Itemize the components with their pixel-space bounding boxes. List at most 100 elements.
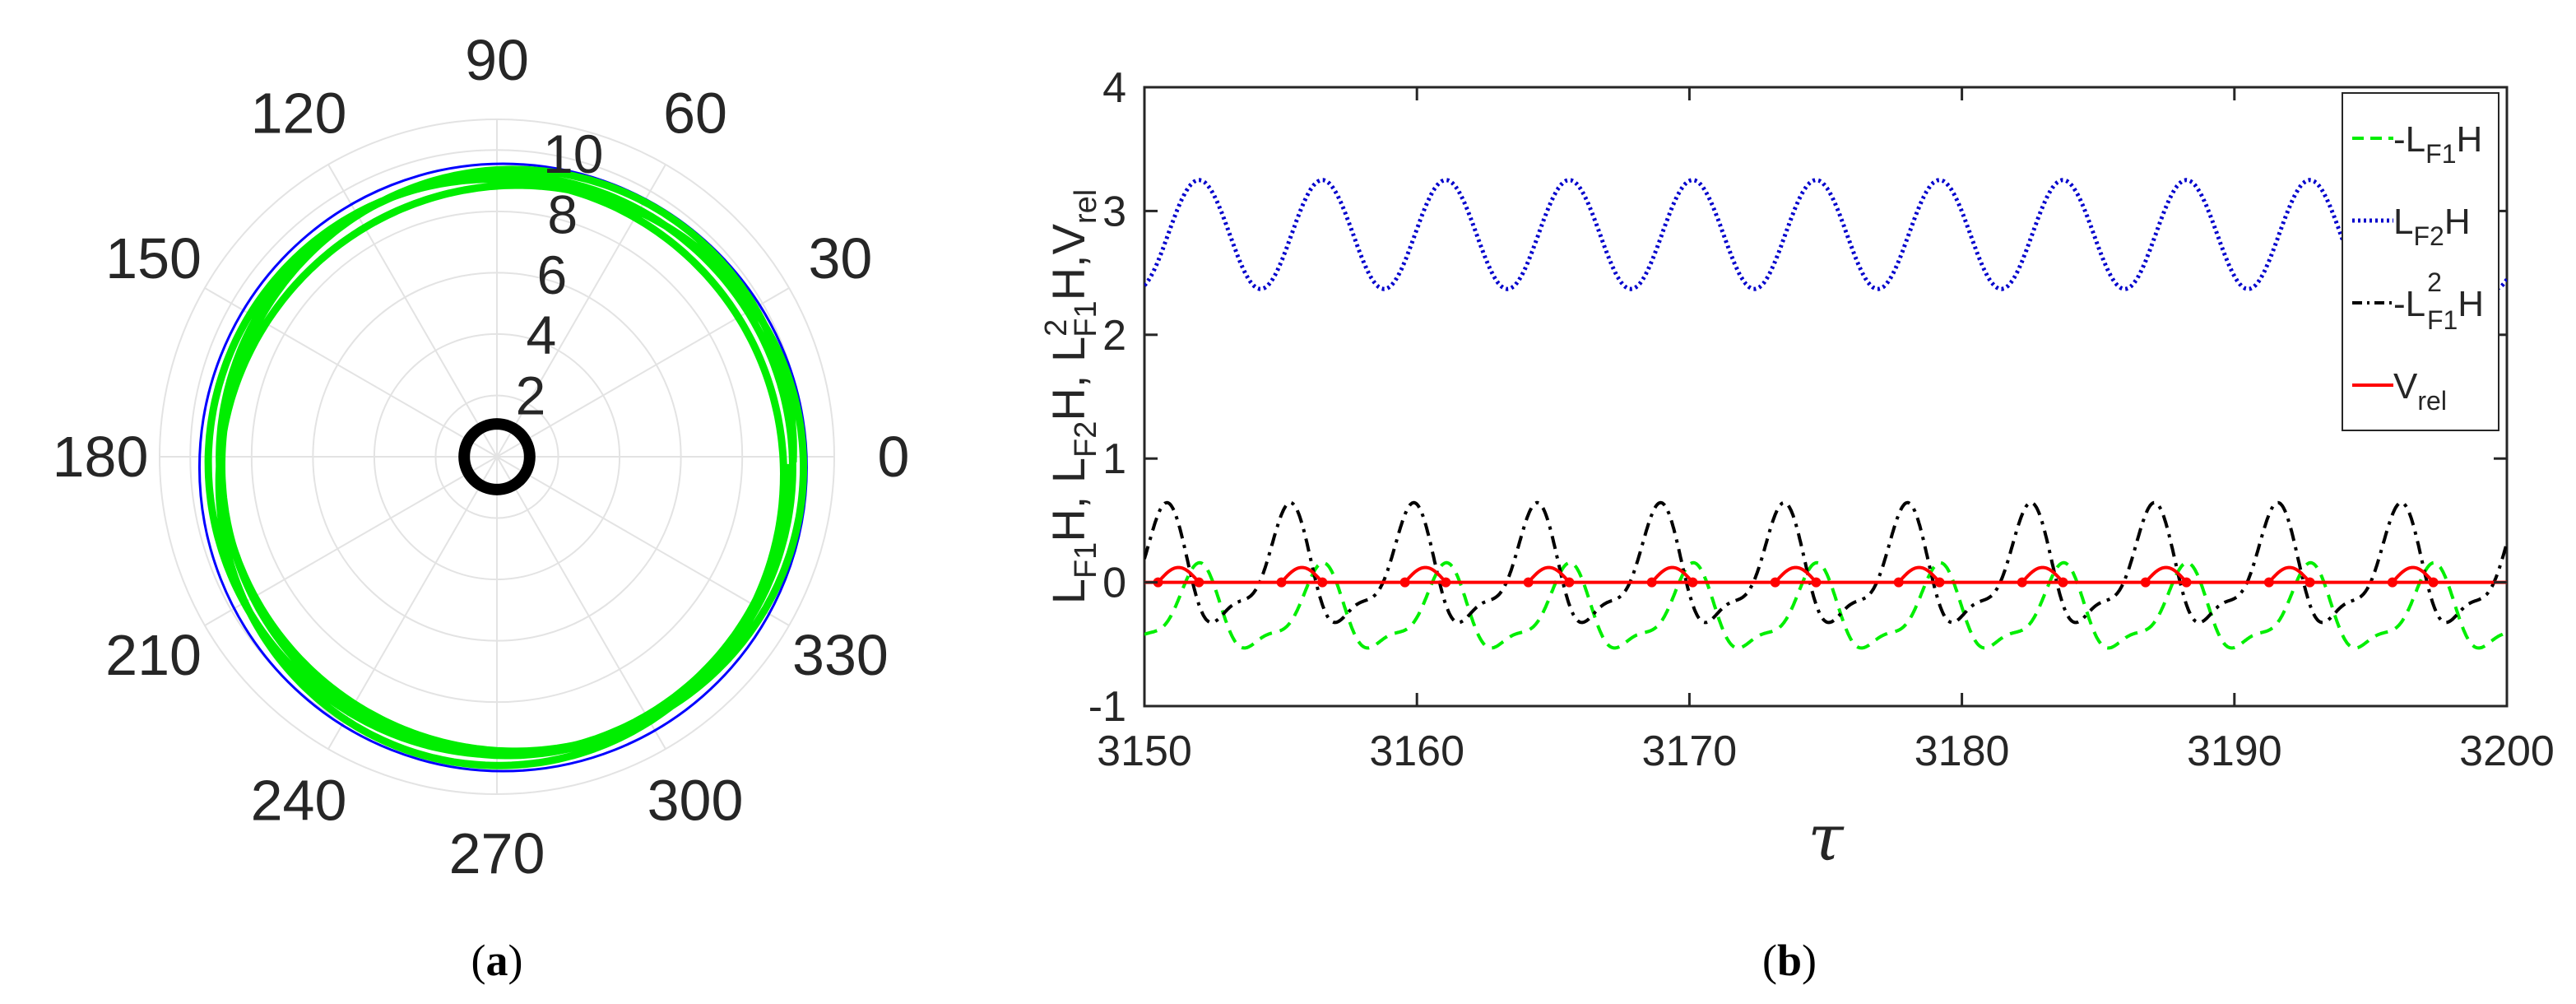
radial-tick-label-6: 6 (536, 244, 567, 305)
series-vrel-marker (2058, 577, 2068, 588)
x-tick-label-3180: 3180 (1915, 727, 2010, 775)
angle-tick-label-0: 0 (878, 425, 910, 489)
polar-spoke-300 (496, 456, 666, 750)
series-lf2h-line (1144, 178, 2507, 291)
series-vrel-marker (1646, 577, 1657, 588)
series-vrel-bump (1404, 565, 1447, 583)
series-vrel-marker (1441, 577, 1451, 588)
x-tick-label-3200: 3200 (2459, 727, 2555, 775)
series-vrel-marker (2387, 577, 2397, 588)
angle-tick-label-150: 150 (105, 226, 202, 291)
angle-tick-label-300: 300 (647, 768, 744, 832)
series-vrel-bump (1280, 565, 1324, 583)
caption-b-open: ( (1762, 936, 1777, 985)
series-vrel-marker (2017, 577, 2027, 588)
y-tick-label-3: 3 (1102, 188, 1126, 235)
caption-b-letter: b (1777, 936, 1802, 985)
ylabel-part-0: L (1042, 579, 1094, 604)
polar-spoke-330 (496, 456, 790, 626)
ylabel-part-6: F1 (1069, 300, 1103, 337)
y-axis-label: LF1H, LF2H, L2F1H,Vrel (1039, 189, 1103, 604)
ylabel-part-4: H, L (1042, 337, 1094, 421)
series-lf1sq-h-line (1144, 500, 2507, 625)
series-vrel-bump (1157, 565, 1200, 583)
angle-tick-label-180: 180 (53, 425, 149, 489)
y-tick-label-0: 0 (1102, 560, 1126, 607)
line-series (1144, 178, 2507, 650)
series-vrel-bump (2144, 565, 2188, 583)
polar-ring-2 (434, 394, 559, 519)
series-vrel-marker (1523, 577, 1534, 588)
y-tick-label-4: 4 (1102, 64, 1126, 112)
polar-spoke-210 (204, 456, 498, 626)
series-vrel-marker (2181, 577, 2192, 588)
caption-a-open: ( (471, 936, 486, 985)
series-vrel-marker (1399, 577, 1410, 588)
caption-b-close: ) (1802, 936, 1817, 985)
angle-tick-label-210: 210 (105, 623, 202, 687)
ylabel-part-3: F2 (1069, 421, 1103, 458)
series-vrel-marker (1770, 577, 1780, 588)
legend-label-3: Vrel (2393, 366, 2447, 416)
series-vrel-bump (1774, 565, 1817, 583)
angle-tick-label-120: 120 (251, 81, 347, 146)
angle-tick-label-330: 330 (792, 623, 889, 687)
series-vrel-marker (1687, 577, 1698, 588)
plot-area (1143, 86, 2509, 708)
x-tick-label-3150: 3150 (1097, 727, 1192, 775)
series-vrel-marker (2428, 577, 2439, 588)
radial-tick-label-8: 8 (547, 184, 578, 244)
polar-spoke-240 (327, 456, 498, 750)
radial-tick-label-4: 4 (527, 304, 557, 365)
caption-a-letter: a (486, 936, 508, 985)
angle-tick-label-240: 240 (251, 768, 347, 832)
polar-ring-8 (250, 210, 744, 704)
caption-a-close: ) (508, 936, 523, 985)
radial-tick-label-10: 10 (543, 123, 603, 184)
series-vrel-marker (2140, 577, 2151, 588)
caption-a: (a) (471, 936, 523, 985)
ylabel-part-7: H,V (1042, 223, 1094, 300)
series-vrel-marker (1276, 577, 1287, 588)
trajectory-line (204, 165, 808, 769)
legend-box (2342, 92, 2499, 431)
series-vrel-marker (1564, 577, 1575, 588)
x-tick-label-3170: 3170 (1642, 727, 1738, 775)
series-vrel-marker (1811, 577, 1822, 588)
y-tick-label-2: 2 (1102, 312, 1126, 360)
polar-series (197, 162, 808, 773)
ylabel-part-5: 2 (1039, 319, 1074, 337)
y-tick-label-1: 1 (1102, 435, 1126, 483)
series-vrel-bump (2391, 565, 2435, 583)
series-vrel-marker (1934, 577, 1945, 588)
ylabel-part-1: F1 (1069, 542, 1103, 579)
obstacle-circle (458, 418, 536, 495)
legend-label-1: LF2H (2393, 202, 2471, 251)
polar-ring-4 (373, 332, 621, 581)
angle-tick-label-270: 270 (449, 821, 545, 885)
ylabel-part-8: rel (1069, 189, 1103, 224)
series-vrel-marker (1194, 577, 1204, 588)
x-axis-label: τ (1808, 802, 1845, 876)
series-lf1h-line (1144, 560, 2507, 650)
angle-tick-label-60: 60 (663, 81, 727, 146)
series-vrel-bump (1527, 565, 1571, 583)
series-vrel-marker (2263, 577, 2274, 588)
series-vrel-bump (1650, 565, 1694, 583)
axis-ticks: 3150 3160 3170 3180 3190 3200 -1 0 1 2 3 4 (1088, 64, 2555, 775)
angle-tick-label-30: 30 (808, 226, 872, 291)
series-vrel-marker (1893, 577, 1904, 588)
ylabel-part-2: H, L (1042, 458, 1094, 542)
angle-tick-label-90: 90 (465, 28, 529, 92)
radial-tick-label-2: 2 (516, 365, 546, 426)
legend: -LF1H LF2H -L2 F1H Vrel (2342, 92, 2499, 431)
series-vrel-marker (1153, 577, 1163, 588)
series-vrel-marker (2304, 577, 2315, 588)
legend-label-2: -L2 F1H (2393, 267, 2484, 335)
polar-ring-6 (312, 272, 682, 642)
polar-grid (159, 119, 835, 795)
series-vrel-bump (2267, 565, 2312, 583)
